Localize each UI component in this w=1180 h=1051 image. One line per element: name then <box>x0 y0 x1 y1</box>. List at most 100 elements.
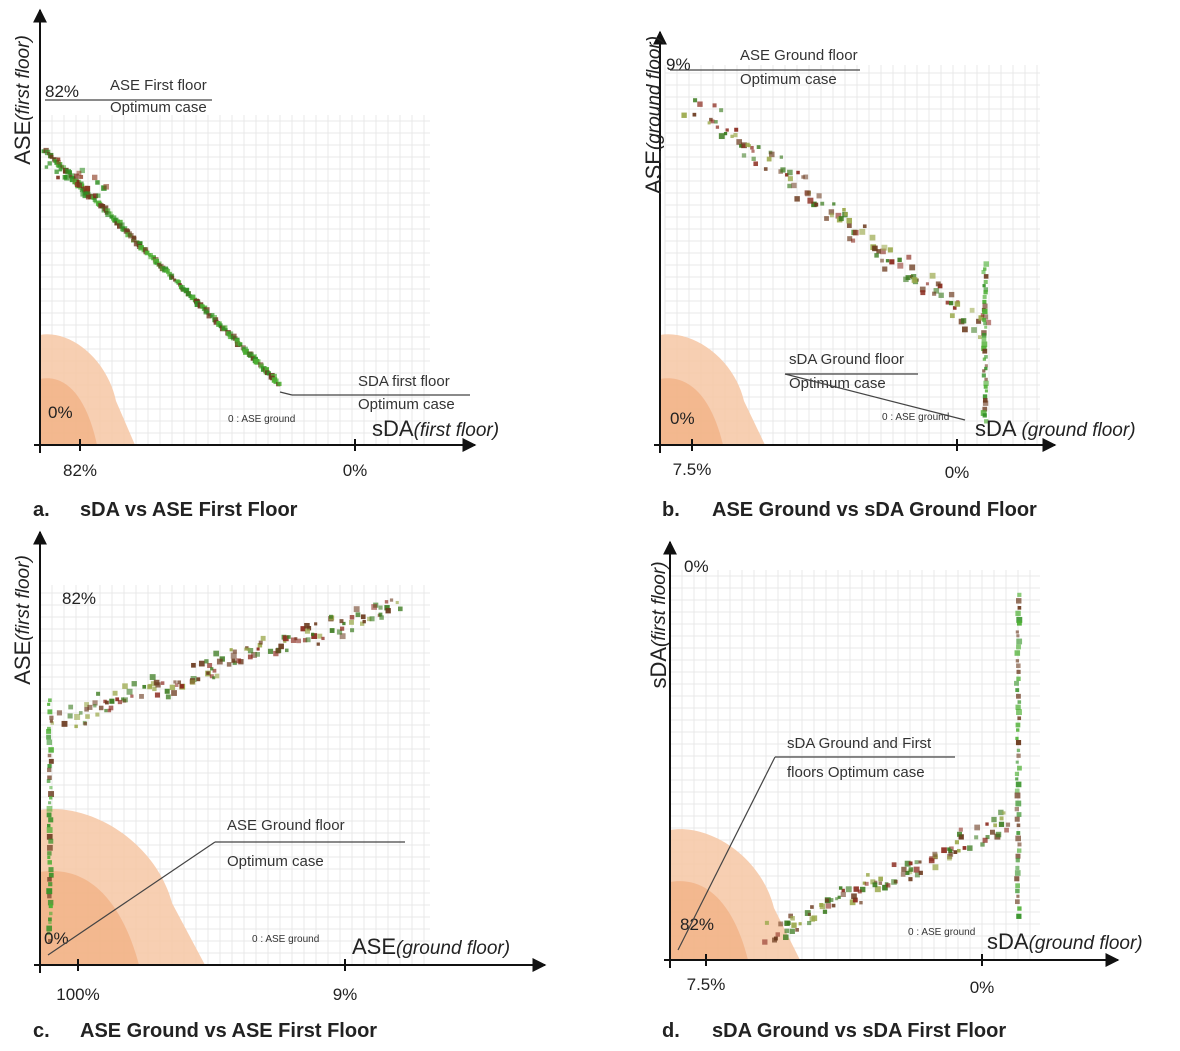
scatter-point <box>949 846 954 851</box>
scatter-point <box>378 605 383 610</box>
scatter-point <box>61 165 67 170</box>
scatter-point <box>741 153 747 158</box>
scatter-point <box>204 659 209 664</box>
scatter-point <box>991 816 997 823</box>
scatter-point <box>46 925 53 932</box>
scatter-point <box>224 328 228 332</box>
scatter-point <box>87 704 93 710</box>
scatter-point <box>762 939 768 945</box>
scatter-point <box>74 713 81 720</box>
annotation-text: Optimum case <box>110 99 207 116</box>
scatter-point <box>1005 822 1011 827</box>
caption-letter: c. <box>33 1020 50 1042</box>
scatter-point <box>74 724 78 729</box>
scatter-point <box>47 709 53 715</box>
scatter-point <box>155 682 161 688</box>
scatter-point <box>751 149 755 153</box>
scatter-point <box>329 628 335 633</box>
scatter-point <box>882 266 888 272</box>
scatter-point <box>928 857 935 864</box>
scatter-point <box>874 880 878 884</box>
scatter-point <box>822 909 828 914</box>
scatter-point <box>198 660 205 667</box>
scatter-point <box>870 879 876 885</box>
scatter-point <box>779 155 784 159</box>
scatter-point <box>998 821 1005 827</box>
scatter-point <box>105 211 111 217</box>
scatter-point <box>174 683 179 687</box>
scatter-point <box>46 779 51 783</box>
scatter-point <box>1014 788 1020 794</box>
scatter-point <box>207 662 213 668</box>
scatter-point <box>778 921 784 927</box>
feasible-region-inner <box>40 378 97 445</box>
scatter-point <box>1015 858 1020 863</box>
scatter-point <box>847 236 853 242</box>
x-axis-label-sub: (ground floor) <box>396 938 510 959</box>
scatter-point <box>932 291 937 296</box>
scatter-point <box>783 934 789 941</box>
scatter-point <box>46 827 53 833</box>
scatter-point <box>977 335 982 340</box>
scatter-point <box>775 932 780 937</box>
scatter-point <box>186 291 191 296</box>
scatter-point <box>958 827 963 832</box>
scatter-point <box>730 134 734 139</box>
scatter-point <box>787 183 792 189</box>
scatter-point <box>1016 709 1022 716</box>
scatter-point <box>177 280 182 285</box>
scatter-point <box>1017 906 1022 911</box>
scatter-point <box>56 159 61 165</box>
scatter-point <box>384 600 389 604</box>
scatter-point <box>885 259 890 263</box>
scatter-point <box>810 905 814 909</box>
scatter-point <box>835 897 839 901</box>
scatter-point <box>952 306 957 310</box>
scatter-point <box>980 842 985 847</box>
scatter-point <box>984 389 988 393</box>
scatter-point <box>256 647 260 651</box>
scatter-point <box>1016 616 1023 623</box>
scatter-point <box>82 192 88 199</box>
scatter-point <box>897 257 902 263</box>
scatter-point <box>109 211 113 215</box>
scatter-point <box>1014 876 1020 882</box>
scatter-point <box>938 292 944 298</box>
y-bottom-label: 0% <box>670 409 695 428</box>
scatter-point <box>772 937 778 943</box>
scatter-point <box>47 726 51 731</box>
scatter-point <box>314 622 318 626</box>
scatter-point <box>911 277 918 283</box>
scatter-point <box>1017 592 1022 597</box>
scatter-point <box>79 174 84 179</box>
scatter-point <box>67 713 73 719</box>
scatter-point <box>48 698 52 703</box>
scatter-point <box>170 275 175 280</box>
x-right-label: 0% <box>945 463 970 482</box>
scatter-point <box>117 699 123 705</box>
scatter-point <box>739 144 743 148</box>
scatter-point <box>46 931 51 936</box>
scatter-point <box>872 245 878 252</box>
x-axis-label-sub: (first floor) <box>414 420 500 441</box>
scatter-point <box>747 144 751 148</box>
scatter-point <box>216 658 223 665</box>
scatter-point <box>371 604 377 610</box>
scatter-point <box>212 314 217 320</box>
scatter-point <box>213 650 220 657</box>
scatter-point <box>57 163 62 168</box>
scatter-point <box>825 903 832 909</box>
scatter-point <box>76 179 80 183</box>
scatter-point <box>825 898 829 903</box>
scatter-point <box>164 269 168 273</box>
scatter-point <box>954 840 960 845</box>
scatter-point <box>44 165 49 169</box>
scatter-point <box>91 174 98 181</box>
scatter-point <box>816 193 822 199</box>
scatter-point <box>1017 606 1022 610</box>
scatter-point <box>367 616 372 622</box>
scatter-point <box>982 303 988 309</box>
scatter-point <box>982 369 986 373</box>
scatter-point <box>46 833 53 840</box>
scatter-point <box>102 205 109 212</box>
